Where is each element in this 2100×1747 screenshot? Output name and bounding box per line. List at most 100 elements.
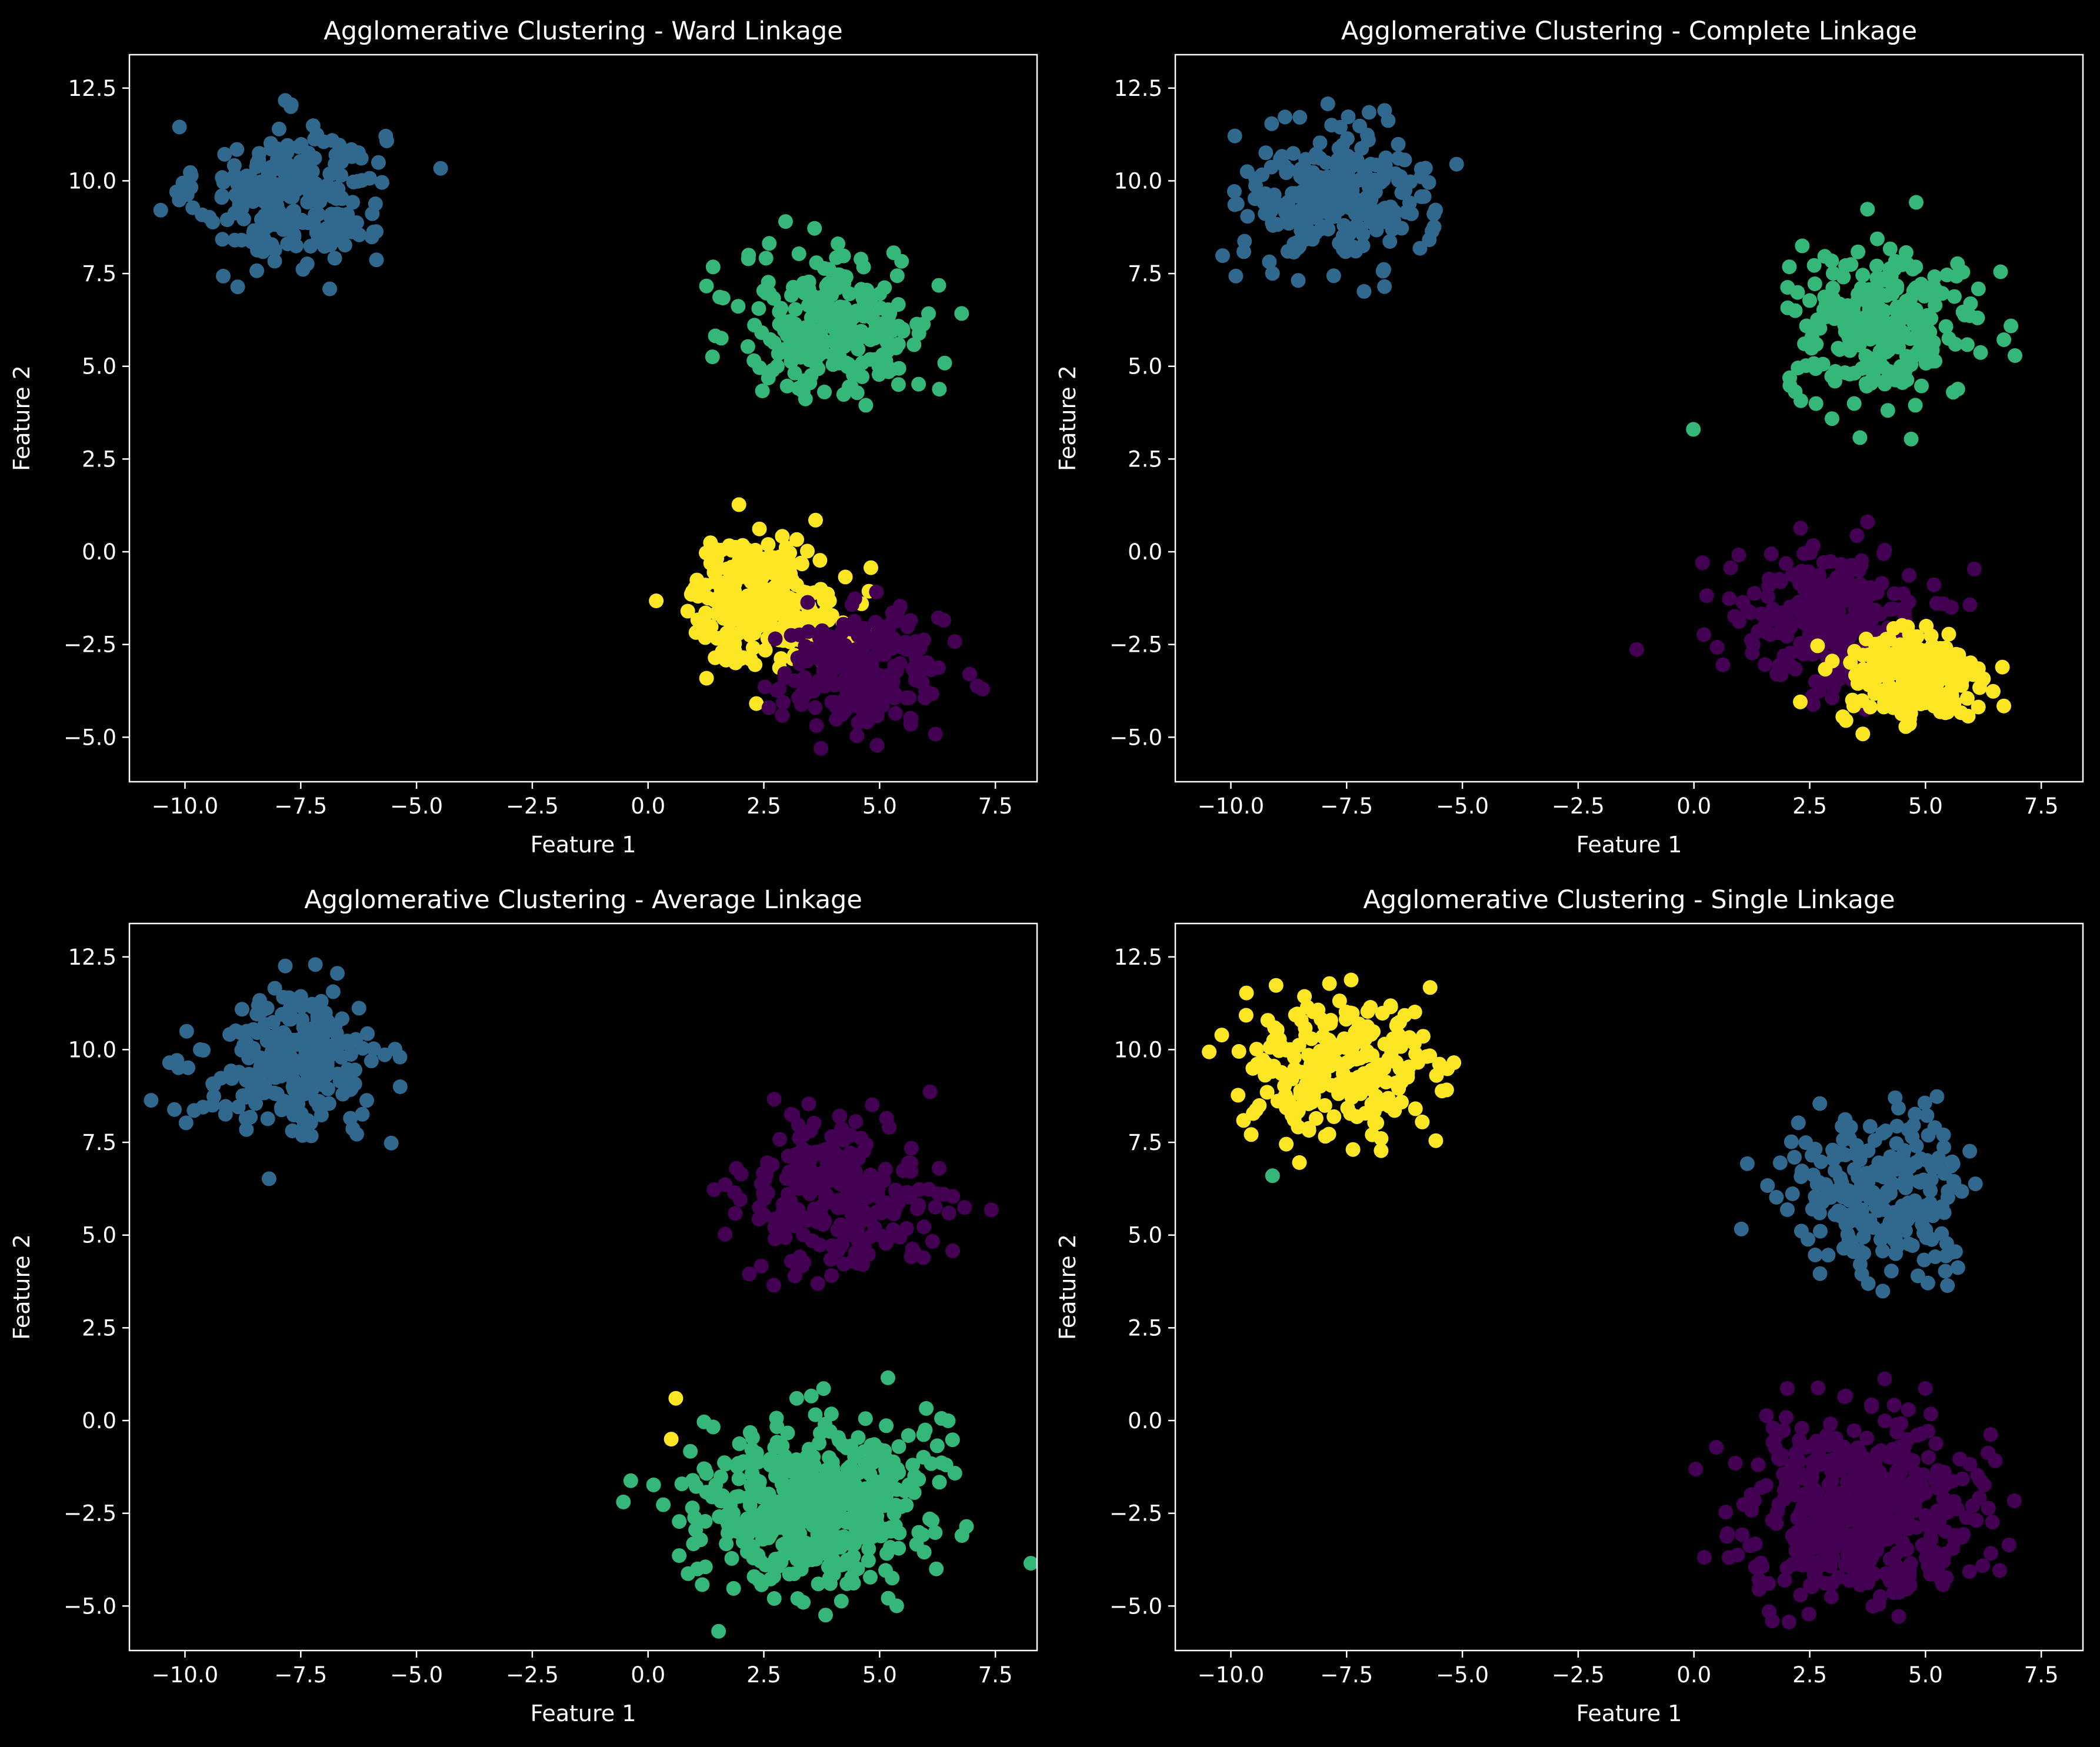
scatter-point	[1812, 1096, 1828, 1111]
scatter-point	[1832, 1463, 1848, 1478]
scatter-point	[1739, 1156, 1755, 1171]
y-tick-label: 12.5	[1114, 76, 1162, 101]
scatter-point	[861, 701, 876, 716]
scatter-point	[705, 259, 721, 275]
scatter-point	[1399, 205, 1414, 220]
scatter-point	[911, 326, 926, 341]
scatter-point	[1902, 568, 1916, 583]
scatter-point	[195, 207, 210, 222]
scatter-point	[796, 1227, 811, 1242]
scatter-point	[859, 629, 875, 645]
scatter-point	[900, 1185, 915, 1200]
scatter-point	[1872, 353, 1887, 368]
scatter-point	[800, 595, 815, 610]
scatter-point	[1878, 1123, 1894, 1138]
scatter-point	[841, 1168, 856, 1183]
scatter-point	[858, 1177, 874, 1192]
scatter-point	[781, 328, 796, 343]
scatter-point	[761, 700, 776, 715]
scatter-point	[1869, 231, 1885, 246]
scatter-point	[304, 1128, 319, 1143]
scatter-point	[766, 291, 781, 306]
x-tick-label: −10.0	[1198, 1662, 1264, 1688]
scatter-point	[774, 1214, 789, 1229]
scatter-point	[1236, 244, 1251, 259]
scatter-point	[845, 1207, 859, 1222]
scatter-point	[1846, 396, 1862, 411]
scatter-point	[848, 1532, 863, 1548]
scatter-point	[1993, 264, 2008, 279]
scatter-point	[1418, 161, 1433, 176]
scatter-point	[1696, 1550, 1712, 1565]
scatter-point	[369, 252, 384, 268]
scatter-point	[371, 155, 386, 170]
scatter-point	[891, 321, 906, 336]
scatter-point	[763, 332, 778, 347]
scatter-point	[309, 225, 324, 239]
scatter-point	[1778, 1410, 1794, 1425]
chart-title: Agglomerative Clustering - Ward Linkage	[324, 16, 842, 46]
scatter-point	[802, 352, 817, 368]
scatter-point	[789, 532, 804, 547]
x-axis-label: Feature 1	[1576, 832, 1682, 858]
scatter-point	[1202, 1044, 1217, 1059]
scatter-point	[809, 718, 824, 733]
scatter-point	[1320, 96, 1335, 111]
scatter-point	[1886, 325, 1901, 340]
scatter-point	[1792, 1432, 1807, 1448]
scatter-point	[706, 1182, 722, 1197]
scatter-point	[295, 262, 311, 277]
scatter-point	[810, 1276, 825, 1291]
scatter-point	[1899, 1521, 1915, 1536]
scatter-point	[1973, 345, 1988, 360]
scatter-point	[234, 1002, 249, 1017]
scatter-point	[801, 281, 816, 296]
scatter-point	[1805, 1470, 1819, 1485]
scatter-point	[392, 1079, 408, 1094]
scatter-point	[1294, 1013, 1309, 1028]
scatter-point	[1744, 1503, 1759, 1518]
scatter-point	[899, 690, 914, 705]
scatter-point	[1313, 1076, 1328, 1092]
scatter-point	[253, 1059, 268, 1074]
y-tick-label: 0.0	[1128, 539, 1162, 565]
scatter-point	[1865, 609, 1881, 625]
scatter-point	[765, 582, 780, 598]
chart-title: Agglomerative Clustering - Complete Link…	[1341, 16, 1917, 46]
scatter-point	[1866, 1220, 1881, 1235]
scatter-point	[931, 278, 946, 293]
scatter-point	[870, 1171, 885, 1186]
scatter-point	[812, 553, 828, 568]
scatter-point	[1996, 332, 2012, 347]
scatter-point	[1228, 268, 1244, 284]
scatter-point	[1916, 1467, 1931, 1482]
x-tick-label: 0.0	[1676, 1662, 1711, 1688]
scatter-point	[1862, 699, 1878, 715]
scatter-point	[1785, 1186, 1800, 1201]
scatter-point	[1348, 1024, 1364, 1039]
scatter-point	[1868, 1531, 1883, 1546]
y-tick-label: 7.5	[1128, 261, 1162, 286]
scatter-point	[1817, 673, 1832, 688]
scatter-point	[787, 365, 802, 381]
scatter-point	[684, 586, 699, 602]
scatter-point	[1931, 1557, 1946, 1572]
scatter-point	[1744, 1487, 1759, 1502]
scatter-point	[1821, 1248, 1836, 1263]
scatter-point	[1824, 1589, 1839, 1605]
scatter-point	[924, 1456, 939, 1471]
scatter-point	[1934, 1572, 1949, 1588]
scatter-point	[1696, 627, 1712, 642]
y-tick-label: 10.0	[68, 168, 116, 194]
y-tick-label: 2.5	[82, 446, 116, 472]
scatter-point	[831, 1531, 846, 1546]
scatter-point	[788, 316, 802, 332]
scatter-point	[1801, 1606, 1816, 1622]
scatter-point	[758, 615, 773, 630]
scatter-point	[731, 497, 746, 512]
scatter-point	[844, 1574, 859, 1589]
scatter-point	[1917, 1095, 1932, 1111]
scatter-point	[269, 1086, 285, 1102]
scatter-point	[911, 376, 926, 392]
scatter-point	[1239, 985, 1254, 1001]
